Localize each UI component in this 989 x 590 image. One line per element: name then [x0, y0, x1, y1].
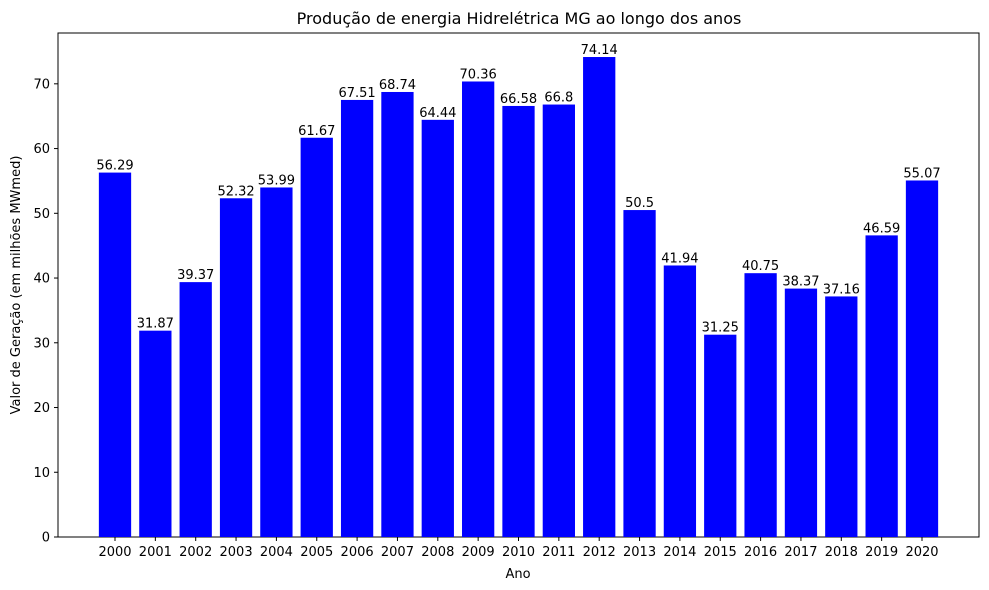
data-label-2001: 31.87	[137, 317, 174, 332]
x-tick-label: 2016	[744, 545, 777, 560]
data-label-2015: 31.25	[702, 321, 739, 336]
x-tick-label: 2005	[300, 545, 333, 560]
bar-2020	[905, 180, 939, 538]
bar-2006	[340, 99, 374, 537]
y-tick-label: 50	[33, 207, 50, 222]
y-tick-label: 0	[42, 531, 50, 546]
bar-2019	[865, 235, 898, 537]
data-label-2008: 64.44	[419, 106, 456, 121]
x-tick-label: 2001	[139, 545, 172, 560]
y-axis-label: Valor de Geração (em milhões MWmed)	[9, 156, 24, 415]
bar-2002	[179, 282, 212, 537]
y-tick-label: 30	[33, 336, 50, 351]
x-tick-label: 2000	[98, 545, 131, 560]
x-tick-label: 2011	[542, 545, 575, 560]
bar-2017	[784, 288, 818, 537]
data-label-2016: 40.75	[742, 259, 779, 274]
bars	[98, 57, 939, 538]
bar-2005	[300, 137, 333, 537]
data-label-2010: 66.58	[500, 92, 537, 107]
bar-2018	[825, 296, 858, 537]
x-tick-label: 2019	[865, 545, 898, 560]
data-label-2000: 56.29	[96, 159, 133, 174]
y-tick-label: 60	[33, 142, 50, 157]
x-tick-label: 2015	[704, 545, 737, 560]
x-axis-label: Ano	[505, 567, 530, 582]
x-axis: 2000 2001 2002 2003 2004 2005 2006 2007 2008 2009…	[98, 537, 939, 560]
x-tick-label: 2003	[220, 545, 253, 560]
data-label-2004: 53.99	[258, 173, 295, 188]
data-label-2007: 68.74	[379, 78, 416, 93]
bar-2014	[663, 265, 697, 537]
bar-2003	[219, 198, 253, 537]
x-tick-label: 2007	[381, 545, 414, 560]
x-tick-label: 2009	[462, 545, 495, 560]
bar-2010	[502, 105, 535, 538]
y-tick-label: 40	[33, 272, 50, 287]
y-tick-label: 20	[33, 401, 50, 416]
data-label-2020: 55.07	[903, 166, 940, 181]
bar-2000	[98, 172, 132, 537]
x-tick-label: 2014	[663, 545, 696, 560]
bar-2007	[381, 91, 414, 537]
bar-2001	[139, 330, 172, 537]
data-label-2006: 67.51	[338, 86, 375, 101]
data-label-2019: 46.59	[863, 221, 900, 236]
bar-2015	[704, 334, 737, 537]
bar-2013	[623, 210, 656, 537]
chart-title: Produção de energia Hidrelétrica MG ao l…	[297, 9, 742, 28]
data-label-2002: 39.37	[177, 268, 214, 283]
bar-2009	[462, 81, 495, 538]
bar-2004	[260, 187, 293, 537]
bar-2011	[542, 104, 575, 537]
data-label-2018: 37.16	[823, 282, 860, 297]
x-tick-label: 2017	[784, 545, 817, 560]
x-tick-label: 2020	[905, 545, 938, 560]
data-label-2012: 74.14	[581, 43, 618, 58]
data-label-2009: 70.36	[460, 67, 497, 82]
bar-2016	[744, 273, 777, 537]
x-tick-label: 2004	[260, 545, 293, 560]
data-label-2014: 41.94	[661, 251, 698, 266]
x-tick-label: 2006	[341, 545, 374, 560]
y-tick-label: 10	[33, 466, 50, 481]
x-tick-label: 2013	[623, 545, 656, 560]
data-label-2003: 52.32	[217, 184, 254, 199]
data-label-2005: 61.67	[298, 124, 335, 139]
y-tick-label: 70	[33, 77, 50, 92]
x-tick-label: 2008	[421, 545, 454, 560]
data-label-2013: 50.5	[625, 196, 654, 211]
y-axis: 0 10 20 30 40 50 60 70	[33, 77, 58, 546]
data-label-2017: 38.37	[782, 275, 819, 290]
x-tick-label: 2002	[179, 545, 212, 560]
data-label-2011: 66.8	[544, 91, 573, 106]
x-tick-label: 2010	[502, 545, 535, 560]
x-tick-label: 2012	[583, 545, 616, 560]
bar-2012	[583, 57, 616, 538]
data-labels: 56.29 31.87 39.37 52.32 53.99 61.67 67.51 68.74…	[96, 43, 940, 336]
bar-2008	[421, 119, 454, 537]
x-tick-label: 2018	[825, 545, 858, 560]
